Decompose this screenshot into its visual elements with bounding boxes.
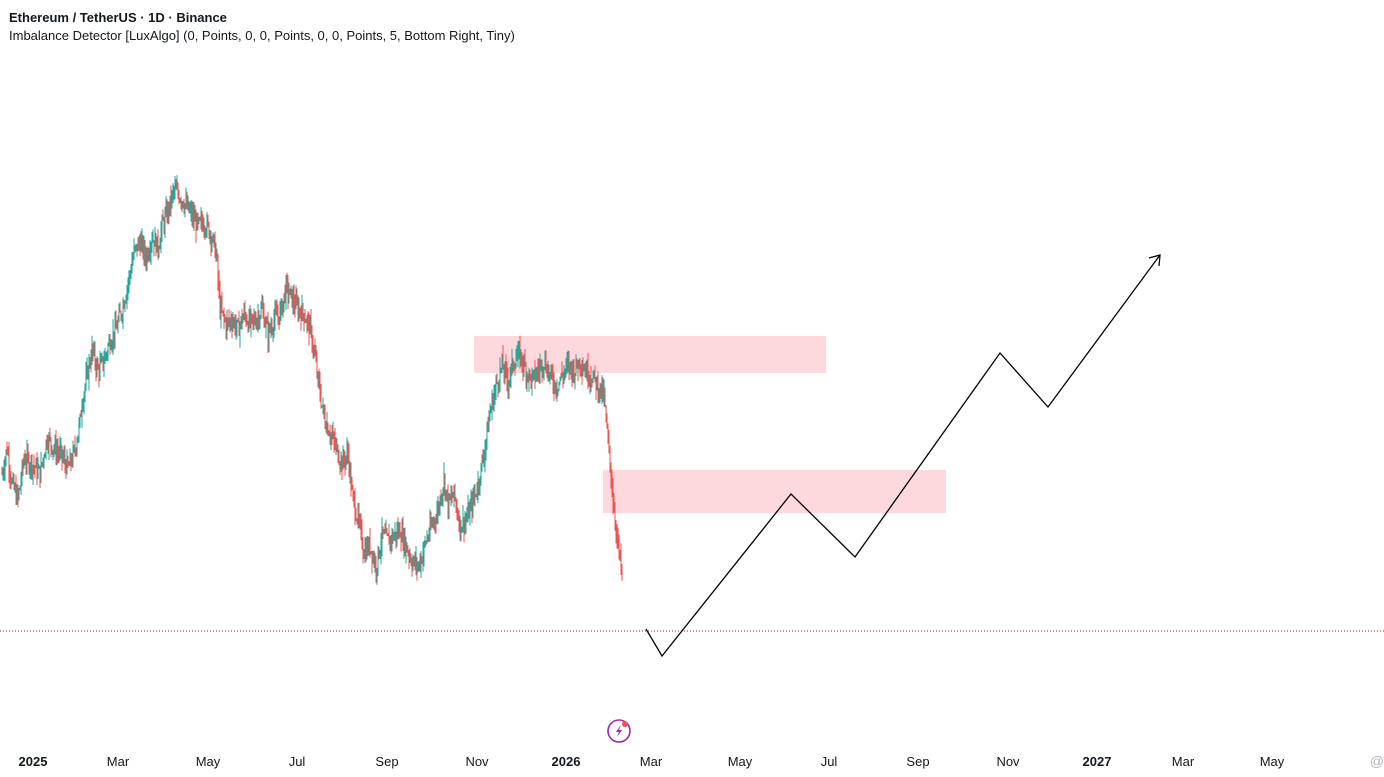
time-axis-label: Nov bbox=[465, 754, 489, 769]
time-axis-label: Sep bbox=[375, 754, 398, 769]
time-axis-label: Sep bbox=[906, 754, 929, 769]
time-axis-label: Jul bbox=[289, 754, 306, 769]
time-axis-label: Nov bbox=[996, 754, 1020, 769]
corner-mark: @ bbox=[1369, 753, 1384, 769]
time-axis-label: May bbox=[196, 754, 221, 769]
symbol-title: Ethereum / TetherUS · 1D · Binance bbox=[9, 10, 227, 25]
time-axis-label: May bbox=[728, 754, 753, 769]
time-axis-label: 2027 bbox=[1083, 754, 1112, 769]
chart-header: Ethereum / TetherUS · 1D · Binance Imbal… bbox=[9, 9, 515, 45]
time-axis-label: Mar bbox=[640, 754, 663, 769]
time-axis-label: 2025 bbox=[19, 754, 48, 769]
imbalance-zone-upper bbox=[474, 336, 826, 373]
lightning-event-icon[interactable] bbox=[607, 719, 631, 743]
time-axis-label: Jul bbox=[821, 754, 838, 769]
projection-path[interactable] bbox=[645, 254, 1161, 658]
indicator-legend[interactable]: Imbalance Detector [LuxAlgo] (0, Points,… bbox=[9, 28, 515, 43]
arrow-head-icon bbox=[1148, 254, 1161, 267]
time-axis-label: 2026 bbox=[552, 754, 581, 769]
time-axis-label: Mar bbox=[107, 754, 130, 769]
time-axis-label: May bbox=[1260, 754, 1285, 769]
imbalance-zone-lower bbox=[603, 470, 946, 513]
time-axis-label: Mar bbox=[1172, 754, 1195, 769]
candles-group bbox=[1, 175, 623, 585]
time-axis: 2025 Mar May Jul Sep Nov 2026 Mar May Jul Sep Nov 20… bbox=[19, 754, 1285, 769]
